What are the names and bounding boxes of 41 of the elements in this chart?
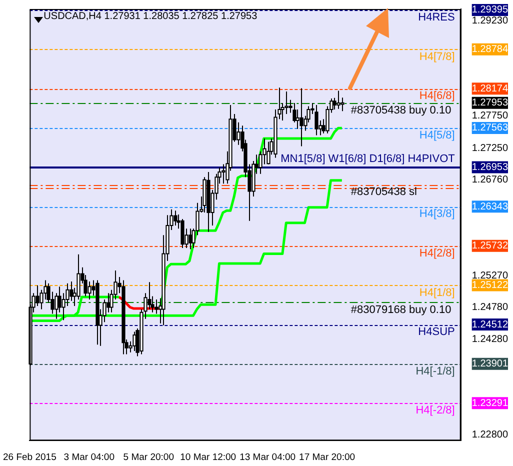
y-tick-label: 1.28784 — [472, 44, 508, 56]
x-tick-label: 10 Mar 12:00 — [180, 452, 236, 463]
ref-line-label: H4[-2/8] — [416, 404, 455, 417]
y-tick-label: 1.22800 — [472, 430, 508, 441]
x-tick-label: 13 Mar 04:00 — [240, 452, 296, 463]
ref-line-label: H4[2/8] — [419, 247, 455, 260]
y-tick-label: 1.26760 — [472, 174, 508, 186]
ref-line-label: H4RES — [418, 12, 455, 24]
ref-line-label: H4[-1/8] — [416, 365, 455, 378]
y-tick-label: 1.29230 — [472, 15, 508, 26]
ref-line-label: H4[1/8] — [419, 286, 455, 299]
y-tick-label: 1.25270 — [472, 270, 508, 282]
x-tick-label: 26 Feb 2015 — [2, 452, 56, 463]
y-tick-label: 1.23901 — [472, 358, 508, 370]
y-tick-label: 1.26343 — [472, 201, 508, 212]
y-tick-label: 1.28174 — [472, 83, 508, 94]
y-tick-label: 1.27953 — [472, 98, 508, 109]
ref-line-label: H4[6/8] — [419, 90, 455, 102]
y-tick-label: 1.24512 — [472, 319, 508, 330]
ref-line-label: MN1[5/8] W1[6/8] D1[6/8] H4PIVOT — [280, 152, 456, 165]
y-tick-label: 1.25732 — [472, 240, 508, 252]
y-tick-label: 1.23291 — [472, 398, 508, 409]
y-tick-label: 1.27563 — [472, 122, 508, 134]
ref-line-label: H4[7/8] — [419, 50, 455, 63]
ref-line-label: H4[5/8] — [419, 130, 455, 142]
y-tick-label: 1.25122 — [472, 280, 508, 291]
ref-line-label: H4[3/8] — [419, 208, 455, 220]
x-tick-label: 17 Mar 20:00 — [299, 452, 356, 463]
y-tick-label: 1.24780 — [472, 302, 508, 314]
ref-line-label: H4SUP — [418, 326, 455, 338]
y-tick-label: 1.27750 — [472, 110, 508, 122]
x-tick-label: 3 Mar 04:00 — [64, 452, 114, 463]
y-tick-label: 1.29395 — [472, 4, 508, 16]
ref-line-label: #83705438 buy 0.10 — [350, 104, 452, 116]
y-tick-label: 1.24280 — [472, 334, 508, 346]
x-tick-label: 5 Mar 20:00 — [123, 452, 174, 463]
ref-line-label: #83079168 buy 0.10 — [350, 304, 452, 316]
y-tick-label: 1.27250 — [472, 142, 508, 154]
chart-title: USDCAD,H4 1.27931 1.28035 1.27825 1.27953 — [44, 10, 258, 22]
y-tick-label: 1.26953 — [472, 162, 508, 174]
ref-line-label: #83705438 sl — [350, 186, 417, 198]
